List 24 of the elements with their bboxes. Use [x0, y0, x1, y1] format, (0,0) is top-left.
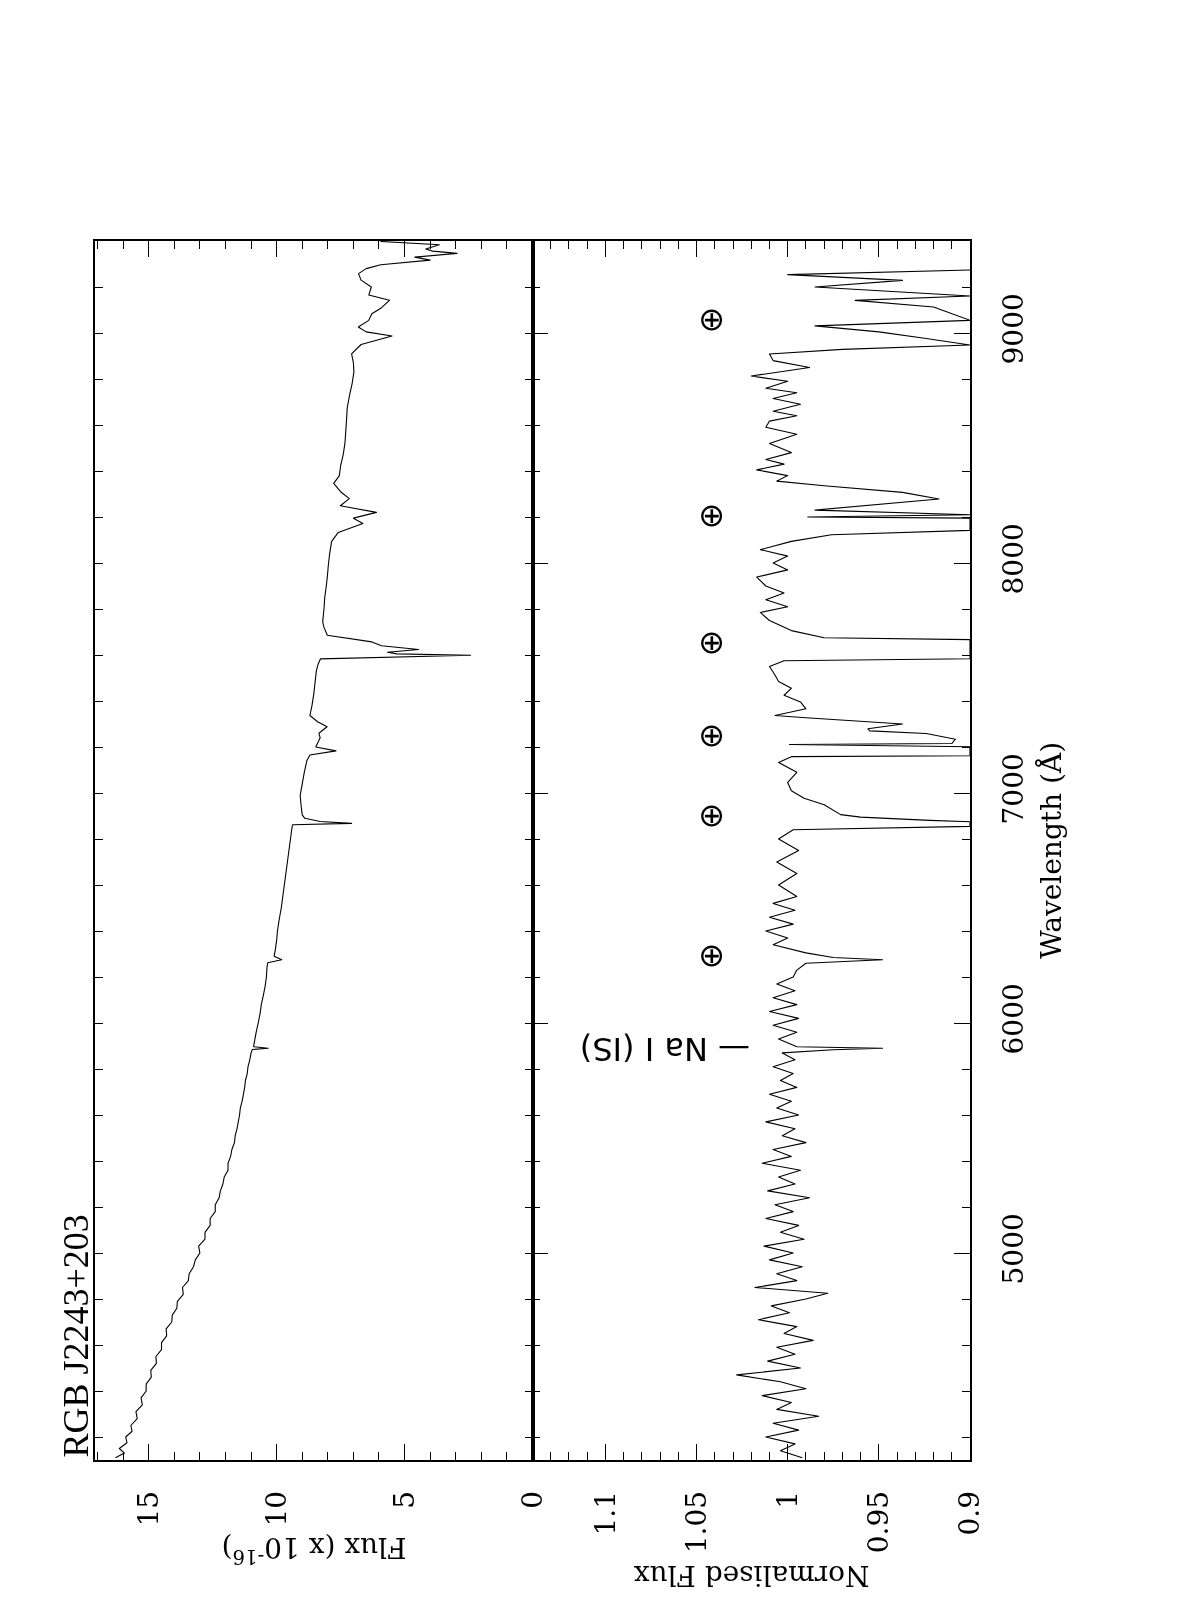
- annotation: ⊕: [698, 302, 726, 341]
- annotation: ⊕: [698, 937, 726, 976]
- annotation: ⊕: [698, 717, 726, 756]
- x-tick-label: 0.9: [953, 1490, 987, 1536]
- y-axis-title: Wavelength (Å): [1034, 741, 1068, 960]
- y-tick-label: 8000: [997, 523, 1031, 595]
- y-tick-label: 9000: [997, 293, 1031, 365]
- x-tick-label: 10: [259, 1490, 293, 1527]
- y-tick-label: 7000: [997, 753, 1031, 825]
- x-tick-label: 5: [387, 1490, 421, 1509]
- y-tick-label: 5000: [997, 1213, 1031, 1285]
- x-tick-label: 0: [515, 1490, 549, 1509]
- x-tick-label: 1.1: [588, 1490, 622, 1536]
- annotation: ⊕: [698, 498, 726, 537]
- x-axis-title: Normalised Flux: [633, 1558, 870, 1592]
- text: RGB J2243+203: [55, 1214, 96, 1458]
- annotation: ⊕: [698, 797, 726, 836]
- y-tick-label: 6000: [997, 983, 1031, 1055]
- x-tick-label: 0.95: [861, 1490, 895, 1554]
- annotation: — Na I (IS): [579, 1029, 751, 1068]
- x-tick-label: 1.05: [679, 1490, 713, 1554]
- annotation: ⊕: [698, 625, 726, 664]
- x-tick-label: 15: [131, 1490, 165, 1527]
- x-tick-label: 1: [770, 1490, 804, 1509]
